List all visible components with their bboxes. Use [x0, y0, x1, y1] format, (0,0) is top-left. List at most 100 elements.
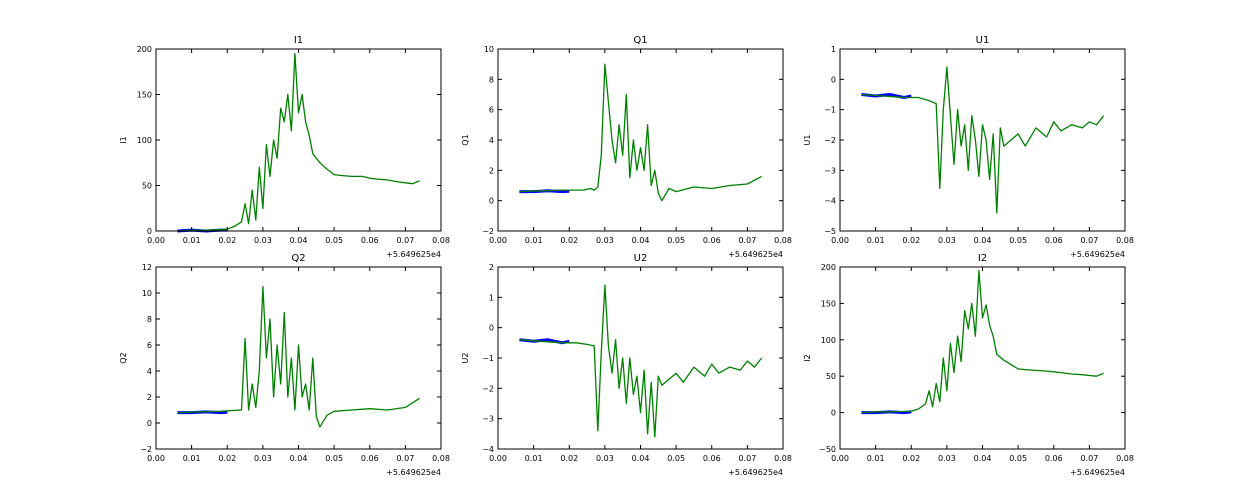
series-line-1	[861, 66, 1105, 214]
y-tick-label: −3	[482, 415, 494, 424]
x-tick-label: 0.05	[667, 236, 685, 245]
x-tick-label: 0.00	[147, 454, 165, 463]
y-tick-label: 0	[831, 75, 836, 84]
x-tick-label: 0.02	[218, 454, 236, 463]
x-tick-label: 0.07	[738, 236, 756, 245]
y-tick-label: −2	[824, 136, 836, 145]
y-tick-label: 50	[826, 372, 836, 381]
y-tick-label: 200	[137, 45, 152, 54]
x-tick-label: 0.04	[290, 236, 308, 245]
x-tick-label: 0.04	[632, 454, 650, 463]
y-tick-label: −3	[824, 166, 836, 175]
x-tick-label: 0.03	[596, 236, 614, 245]
x-tick-label: 0.06	[1045, 236, 1063, 245]
plot-frame	[839, 266, 1126, 450]
x-tick-label: 0.05	[325, 454, 343, 463]
x-tick-label: 0.06	[361, 454, 379, 463]
y-tick-label: −1	[824, 106, 836, 115]
plot-frame	[839, 48, 1126, 232]
subplot-title: Q1	[633, 35, 647, 46]
y-axis-label: U1	[803, 135, 812, 146]
x-tick-label: 0.06	[703, 236, 721, 245]
y-tick-label: 200	[821, 263, 836, 272]
y-tick-label: 0	[147, 419, 152, 428]
y-tick-label: 10	[484, 45, 494, 54]
x-tick-label: 0.01	[525, 454, 543, 463]
x-tick-label: 0.04	[974, 454, 992, 463]
x-tick-label: 0.08	[1116, 454, 1134, 463]
x-tick-label: 0.08	[774, 236, 792, 245]
x-tick-label: 0.07	[1080, 236, 1098, 245]
y-tick-label: −2	[140, 445, 152, 454]
x-offset-label: +5.649625e4	[1070, 250, 1125, 259]
subplot-title: I1	[294, 35, 303, 46]
y-tick-label: −2	[482, 227, 494, 236]
plot-frame	[497, 266, 784, 450]
x-tick-label: 0.08	[432, 236, 450, 245]
plot-frame	[155, 266, 442, 450]
x-tick-label: 0.03	[254, 236, 272, 245]
x-tick-label: 0.08	[1116, 236, 1134, 245]
y-axis-label: Q2	[119, 352, 128, 363]
series-line-1	[519, 63, 762, 202]
y-tick-label: −4	[482, 445, 494, 454]
subplot-q2: 0.00 0.01 0.02 0.03 0.04 0.05 0.06 0.07 0.08 −2 0 2…	[119, 253, 450, 477]
y-tick-label: 2	[489, 166, 494, 175]
y-tick-label: 4	[489, 136, 494, 145]
x-tick-label: 0.05	[1009, 454, 1027, 463]
series-line-1	[861, 269, 1104, 414]
x-tick-label: 0.00	[831, 454, 849, 463]
y-tick-label: 0	[147, 227, 152, 236]
subplot-title: U1	[976, 35, 990, 46]
y-tick-label: 50	[142, 182, 152, 191]
plot-frame	[155, 48, 442, 232]
x-tick-label: 0.07	[738, 454, 756, 463]
y-tick-label: 6	[489, 106, 494, 115]
y-axis-label: I2	[803, 354, 812, 361]
x-tick-label: 0.00	[147, 236, 165, 245]
x-tick-label: 0.07	[1080, 454, 1098, 463]
y-tick-label: −1	[482, 354, 494, 363]
x-tick-label: 0.05	[1009, 236, 1027, 245]
y-tick-label: 10	[142, 289, 152, 298]
x-tick-label: 0.02	[902, 236, 920, 245]
x-tick-label: 0.02	[560, 236, 578, 245]
x-tick-label: 0.06	[703, 454, 721, 463]
x-tick-label: 0.01	[183, 454, 201, 463]
x-tick-label: 0.01	[867, 454, 885, 463]
y-axis-label: I1	[119, 136, 128, 143]
y-tick-label: −50	[819, 445, 836, 454]
x-tick-label: 0.06	[361, 236, 379, 245]
subplot-title: U2	[634, 253, 648, 264]
x-tick-label: 0.01	[867, 236, 885, 245]
series-line-1	[519, 284, 763, 438]
x-offset-label: +5.649625e4	[728, 468, 783, 477]
y-tick-label: 100	[821, 336, 836, 345]
y-tick-label: 0	[489, 324, 494, 333]
y-tick-label: 4	[147, 367, 152, 376]
x-tick-label: 0.03	[254, 454, 272, 463]
series-line-1	[177, 52, 420, 232]
x-tick-label: 0.04	[290, 454, 308, 463]
y-tick-label: 6	[147, 341, 152, 350]
y-tick-label: 0	[489, 197, 494, 206]
x-tick-label: 0.00	[489, 236, 507, 245]
y-axis-label: U2	[461, 353, 470, 364]
x-tick-label: 0.05	[667, 454, 685, 463]
x-tick-label: 0.08	[432, 454, 450, 463]
x-offset-label: +5.649625e4	[386, 468, 441, 477]
series-line-1	[177, 285, 420, 428]
subplot-title: I2	[978, 253, 987, 264]
x-tick-label: 0.02	[902, 454, 920, 463]
subplot-q1: 0.00 0.01 0.02 0.03 0.04 0.05 0.06 0.07 0.08 −2 0 2…	[461, 35, 792, 259]
y-tick-label: −2	[482, 384, 494, 393]
y-tick-label: 150	[137, 91, 152, 100]
y-tick-label: 2	[147, 393, 152, 402]
x-tick-label: 0.03	[596, 454, 614, 463]
y-tick-label: 0	[831, 409, 836, 418]
x-offset-label: +5.649625e4	[1070, 468, 1125, 477]
y-tick-label: 8	[489, 75, 494, 84]
x-tick-label: 0.02	[218, 236, 236, 245]
plot-frame	[497, 48, 784, 232]
x-tick-label: 0.03	[938, 236, 956, 245]
